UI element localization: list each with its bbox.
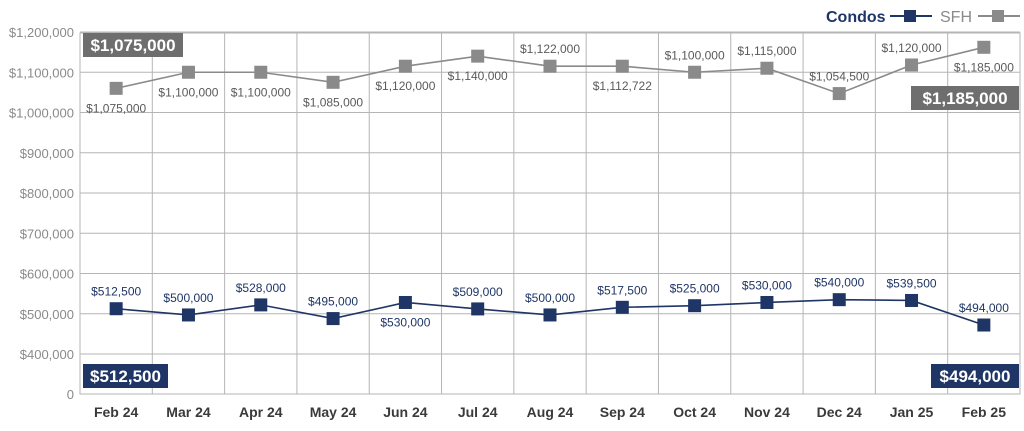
- sfh-data-label: $1,185,000: [954, 60, 1014, 74]
- sfh-start-callout-box: [83, 33, 183, 57]
- condos-end-callout-box: [931, 364, 1019, 388]
- x-tick-label: Oct 24: [673, 404, 716, 420]
- condos-point: [254, 298, 268, 312]
- x-tick-label: Sep 24: [600, 404, 645, 420]
- condos-point: [326, 312, 340, 326]
- x-tick-label: Dec 24: [817, 404, 862, 420]
- condos-data-label: $494,000: [959, 301, 1009, 315]
- sfh-point: [905, 58, 919, 72]
- condos-point: [471, 302, 485, 316]
- condos-data-label: $509,000: [453, 285, 503, 299]
- condos-point: [109, 302, 123, 316]
- x-axis-ticks: Feb 24 Mar 24 Apr 24 May 24 Jun 24 Jul 24 Aug …: [94, 404, 1006, 420]
- legend-sfh-label: SFH: [940, 9, 972, 26]
- condos-data-label: $528,000: [236, 281, 286, 295]
- sfh-data-label: $1,100,000: [231, 85, 291, 99]
- x-tick-label: Jun 24: [383, 404, 428, 420]
- sfh-end-callout-box: [911, 86, 1019, 110]
- x-tick-label: Mar 24: [166, 404, 211, 420]
- chart-grid: [79, 31, 1021, 395]
- x-tick-label: Nov 24: [744, 404, 790, 420]
- y-tick-label: $800,000: [20, 186, 74, 201]
- y-tick-label: 0: [67, 387, 74, 402]
- y-tick-label: $600,000: [20, 267, 74, 282]
- sfh-point: [688, 65, 702, 79]
- condos-data-label: $512,500: [91, 285, 141, 299]
- condos-data-label: $530,000: [742, 278, 792, 292]
- x-tick-label: Aug 24: [527, 404, 574, 420]
- legend-sfh-marker: [992, 10, 1004, 22]
- x-tick-label: Feb 25: [962, 404, 1007, 420]
- condos-data-label: $539,500: [887, 276, 937, 290]
- sfh-point: [832, 87, 846, 101]
- y-tick-label: $500,000: [20, 307, 74, 322]
- y-tick-label: $1,100,000: [9, 65, 74, 80]
- sfh-point: [254, 65, 268, 79]
- sfh-data-label: $1,115,000: [737, 44, 796, 58]
- sfh-point: [471, 49, 485, 63]
- sfh-data-label: $1,085,000: [303, 95, 363, 109]
- x-tick-label: Jan 25: [890, 404, 934, 420]
- sfh-data-label: $1,100,000: [158, 85, 218, 99]
- condos-point: [760, 295, 774, 309]
- condos-point: [615, 300, 629, 314]
- condos-data-label: $540,000: [814, 276, 864, 290]
- legend-condos-label: Condos: [826, 9, 886, 26]
- legend: Condos SFH: [826, 9, 1020, 26]
- y-tick-label: $1,000,000: [9, 106, 74, 121]
- sfh-data-label: $1,075,000: [86, 101, 146, 115]
- sfh-point: [977, 40, 991, 54]
- sfh-data-label: $1,140,000: [448, 69, 508, 83]
- condos-point: [543, 308, 557, 322]
- x-tick-label: Feb 24: [94, 404, 139, 420]
- y-tick-label: $400,000: [20, 347, 74, 362]
- condos-end-callout: $494,000: [940, 367, 1011, 386]
- sfh-point: [398, 59, 412, 73]
- sfh-data-label: $1,054,500: [809, 70, 869, 84]
- y-tick-label: $700,000: [20, 226, 74, 241]
- condos-point: [977, 318, 991, 332]
- y-axis-ticks: 0 $400,000 $500,000 $600,000 $700,000 $800,00…: [9, 25, 74, 402]
- sfh-point: [760, 61, 774, 75]
- plot-border: [79, 32, 1021, 395]
- sfh-point: [326, 75, 340, 89]
- y-tick-label: $1,200,000: [9, 25, 74, 40]
- condos-data-label: $500,000: [525, 291, 575, 305]
- legend-condos-marker: [904, 10, 916, 22]
- condos-point: [905, 293, 919, 307]
- condos-data-label: $525,000: [670, 282, 720, 296]
- x-tick-label: Jul 24: [458, 404, 498, 420]
- series-sfh: $1,075,000 $1,100,000 $1,100,000 $1,085,000…: [86, 40, 1014, 115]
- x-tick-label: Apr 24: [239, 404, 283, 420]
- condos-point: [398, 295, 412, 309]
- sfh-point: [615, 59, 629, 73]
- condos-point: [688, 299, 702, 313]
- condos-start-callout: $512,500: [90, 367, 161, 386]
- sfh-data-label: $1,120,000: [375, 79, 435, 93]
- series-condos: $512,500 $500,000 $528,000 $495,000 $530,000…: [91, 276, 1009, 332]
- sfh-start-callout: $1,075,000: [90, 36, 175, 55]
- x-tick-label: May 24: [310, 404, 357, 420]
- condos-data-label: $495,000: [308, 295, 358, 309]
- sfh-data-label: $1,122,000: [520, 42, 580, 56]
- sfh-point: [543, 59, 557, 73]
- condos-data-label: $500,000: [163, 291, 213, 305]
- sfh-point: [181, 65, 195, 79]
- condos-data-label: $517,500: [597, 283, 647, 297]
- condos-start-callout-box: [83, 364, 168, 388]
- sfh-end-callout: $1,185,000: [922, 89, 1007, 108]
- condos-data-label: $530,000: [380, 315, 430, 329]
- y-tick-label: $900,000: [20, 146, 74, 161]
- condos-point: [832, 293, 846, 307]
- sfh-data-label: $1,120,000: [882, 41, 942, 55]
- sfh-point: [109, 81, 123, 95]
- sfh-data-label: $1,100,000: [665, 48, 725, 62]
- sfh-data-label: $1,112,722: [593, 79, 652, 93]
- condos-point: [181, 308, 195, 322]
- callouts: $1,075,000 $1,185,000 $512,500 $494,000: [83, 33, 1019, 388]
